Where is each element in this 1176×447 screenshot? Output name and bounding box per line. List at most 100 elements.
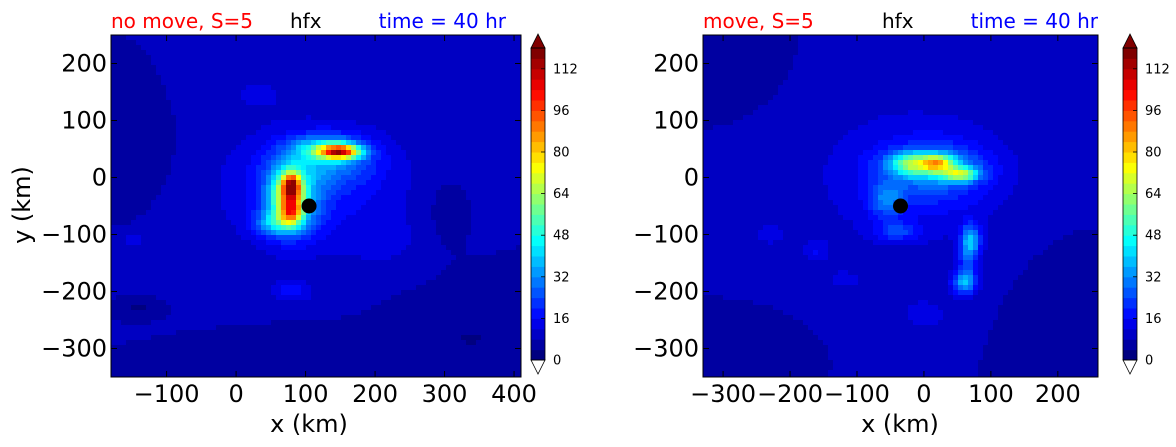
heatmap-cell (281, 140, 287, 146)
heatmap-cell (416, 65, 422, 71)
heatmap-cell (196, 175, 202, 181)
heatmap-cell (396, 285, 402, 291)
heatmap-cell (456, 275, 462, 281)
heatmap-cell (456, 90, 462, 96)
heatmap-cell (451, 145, 457, 151)
heatmap-cell (171, 265, 177, 271)
heatmap-cell (381, 95, 387, 101)
heatmap-cell (451, 95, 457, 101)
heatmap-cell (441, 50, 447, 56)
heatmap-cell (446, 275, 452, 281)
heatmap-cell (311, 130, 317, 136)
heatmap-cell (456, 130, 462, 136)
heatmap-cell (386, 135, 392, 141)
heatmap-cell (326, 320, 332, 326)
heatmap-cell (141, 265, 147, 271)
heatmap-cell (166, 125, 172, 131)
heatmap-cell (226, 330, 232, 336)
heatmap-cell (316, 70, 322, 76)
heatmap-cell (381, 55, 387, 61)
heatmap-cell (501, 140, 507, 146)
heatmap-cell (446, 220, 452, 226)
heatmap-cell (246, 205, 252, 211)
heatmap-cell (461, 305, 467, 311)
heatmap-cell (391, 120, 397, 126)
heatmap-cell (431, 70, 437, 76)
heatmap-cell (466, 305, 472, 311)
heatmap-cell (316, 140, 322, 146)
heatmap-cell (431, 220, 437, 226)
heatmap-cell (211, 310, 217, 316)
heatmap-cell (446, 135, 452, 141)
heatmap-cell (506, 315, 512, 321)
heatmap-cell (356, 60, 362, 66)
heatmap-cell (476, 160, 482, 166)
heatmap-cell (141, 50, 147, 56)
heatmap-cell (416, 305, 422, 311)
heatmap-cell (366, 60, 372, 66)
heatmap-cell (116, 70, 122, 76)
heatmap-cell (256, 300, 262, 306)
heatmap-cell (276, 250, 282, 256)
heatmap-cell (486, 75, 492, 81)
heatmap-cell (206, 55, 212, 61)
heatmap-cell (441, 175, 447, 181)
heatmap-cell (396, 85, 402, 91)
heatmap-cell (121, 150, 127, 156)
heatmap-cell (421, 40, 427, 46)
heatmap-cell (221, 90, 227, 96)
heatmap-cell (236, 55, 242, 61)
heatmap-cell (481, 250, 487, 256)
heatmap-cell (166, 325, 172, 331)
heatmap-cell (426, 205, 432, 211)
heatmap-cell (431, 95, 437, 101)
heatmap-cell (251, 45, 257, 51)
heatmap-cell (226, 180, 232, 186)
heatmap-cell (506, 175, 512, 181)
heatmap-cell (441, 130, 447, 136)
heatmap-cell (361, 180, 367, 186)
heatmap-cell (491, 135, 497, 141)
heatmap-cell (276, 240, 282, 246)
heatmap-cell (481, 230, 487, 236)
heatmap-cell (286, 110, 292, 116)
heatmap-cell (261, 140, 267, 146)
heatmap-cell (346, 130, 352, 136)
heatmap-cell (261, 215, 267, 221)
heatmap-cell (186, 175, 192, 181)
heatmap-cell (126, 125, 132, 131)
heatmap-cell (406, 285, 412, 291)
heatmap-cell (296, 255, 302, 261)
heatmap-cell (376, 295, 382, 301)
heatmap-cell (256, 290, 262, 296)
heatmap-cell (456, 260, 462, 266)
heatmap-cell (131, 195, 137, 201)
heatmap-cell (141, 100, 147, 106)
heatmap-cell (371, 125, 377, 131)
heatmap-cell (246, 110, 252, 116)
heatmap-cell (311, 300, 317, 306)
heatmap-cell (376, 200, 382, 206)
heatmap-cell (351, 290, 357, 296)
heatmap-cell (356, 275, 362, 281)
heatmap-cell (501, 90, 507, 96)
heatmap-cell (141, 195, 147, 201)
heatmap-cell (261, 80, 267, 86)
heatmap-cell (481, 160, 487, 166)
heatmap-cell (491, 80, 497, 86)
heatmap-cell (436, 110, 442, 116)
heatmap-cell (241, 115, 247, 121)
heatmap-cell (166, 130, 172, 136)
heatmap-cell (276, 325, 282, 331)
heatmap-cell (446, 115, 452, 121)
heatmap-cell (396, 40, 402, 46)
heatmap-cell (421, 45, 427, 51)
heatmap-cell (321, 290, 327, 296)
heatmap-cell (501, 150, 507, 156)
heatmap-cell (476, 260, 482, 266)
heatmap-cell (156, 45, 162, 51)
heatmap-cell (431, 290, 437, 296)
heatmap-cell (116, 245, 122, 251)
heatmap-cell (486, 245, 492, 251)
heatmap-cell (456, 315, 462, 321)
